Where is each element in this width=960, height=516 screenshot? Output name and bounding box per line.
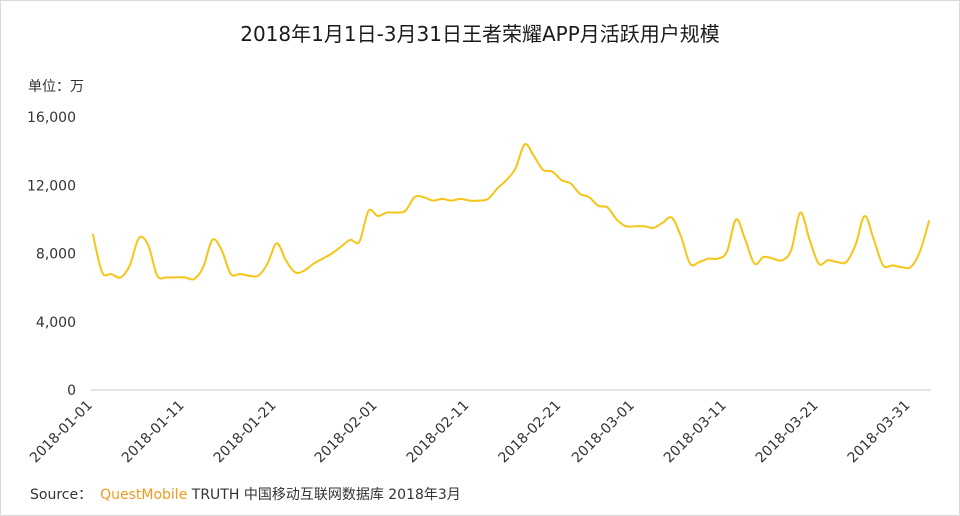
- y-tick-label: 8,000: [36, 247, 76, 263]
- y-tick-label: 12,000: [27, 178, 76, 194]
- y-tick-label: 16,000: [27, 110, 76, 126]
- source-prefix: Source：: [30, 487, 93, 503]
- x-tick-label: 2018-01-11: [119, 398, 188, 467]
- source-suffix: TRUTH 中国移动互联网数据库 2018年3月: [187, 487, 461, 503]
- x-tick-label: 2018-02-11: [404, 398, 473, 467]
- series-line-mau: [92, 143, 930, 281]
- y-tick-label: 0: [67, 383, 76, 399]
- source-brand: QuestMobile: [100, 487, 188, 503]
- x-tick-label: 2018-03-01: [569, 398, 638, 467]
- x-tick-label: 2018-03-31: [845, 398, 914, 467]
- x-tick-label: 2018-03-11: [661, 398, 730, 467]
- x-tick-label: 2018-02-21: [496, 398, 565, 467]
- chart-title: 2018年1月1日-3月31日王者荣耀APP月活跃用户规模: [240, 22, 720, 46]
- y-axis-ticks: 0 4,000 8,000 12,000 16,000: [27, 110, 76, 399]
- x-tick-label: 2018-03-21: [753, 398, 822, 467]
- source-note: Source： QuestMobile TRUTH 中国移动互联网数据库 2018…: [30, 484, 461, 504]
- x-tick-label: 2018-02-01: [312, 398, 381, 467]
- x-axis-ticks: 2018-01-01 2018-01-11 2018-01-21 2018-02-01…: [27, 398, 913, 467]
- y-tick-label: 4,000: [36, 315, 76, 331]
- x-tick-label: 2018-01-21: [211, 398, 280, 467]
- x-tick-label: 2018-01-01: [27, 398, 96, 467]
- unit-label: 单位：万: [28, 79, 84, 95]
